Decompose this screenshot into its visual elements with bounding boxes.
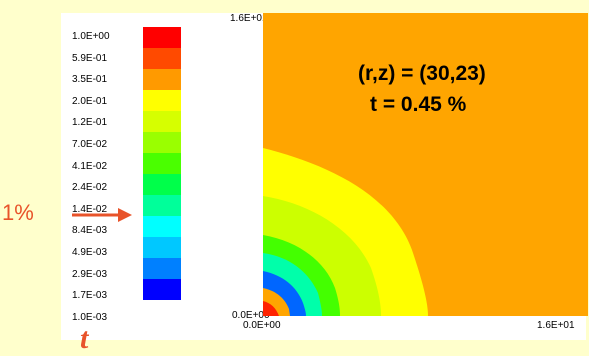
colorbar-tick-label: 7.0E-02 (72, 139, 108, 150)
colorbar-tick-label: 1.0E+00 (72, 31, 110, 42)
colorbar-swatch (143, 132, 181, 153)
colorbar-tick-label: 8.4E-03 (72, 225, 108, 237)
y-axis-bottom-tick: 0.0E+00 (232, 310, 270, 321)
colorbar-tick-label: 2.9E-03 (72, 268, 108, 280)
colorbar (143, 27, 181, 300)
colorbar-tick-label: 2.4E-02 (72, 182, 108, 194)
annotation-time: t = 0.45 % (370, 93, 467, 116)
colorbar-tick-label: 3.5E-01 (72, 74, 108, 86)
y-axis-top-tick: 1.6E+01 (230, 13, 268, 24)
colorbar-swatch (143, 279, 181, 300)
colorbar-swatch (143, 90, 181, 111)
colorbar-tick-label: 1.7E-03 (72, 290, 108, 302)
contour-plot (263, 13, 588, 316)
colorbar-swatch (143, 153, 181, 174)
variable-t-label: t (80, 322, 89, 355)
colorbar-tick-label: 2.0E-01 (72, 95, 108, 107)
colorbar-tick-label: 1.0E-03 (72, 311, 108, 323)
colorbar-swatch (143, 216, 181, 237)
colorbar-tick-label: 1.2E-01 (72, 117, 108, 129)
colorbar-swatch (143, 69, 181, 90)
x-axis-right-tick: 1.6E+01 (537, 320, 575, 331)
colorbar-tick-label: 1.4E-02 (72, 203, 108, 215)
colorbar-tick-label: 5.9E-01 (72, 52, 108, 64)
colorbar-tick-label: 4.9E-03 (72, 247, 108, 258)
contour-red (263, 301, 279, 316)
colorbar-swatch (143, 48, 181, 69)
colorbar-swatch (143, 237, 181, 258)
threshold-percent-label: 1% (2, 200, 34, 225)
x-axis-left-tick: 0.0E+00 (243, 320, 281, 331)
colorbar-swatch (143, 195, 181, 216)
colorbar-swatch (143, 111, 181, 132)
colorbar-swatch (143, 258, 181, 279)
colorbar-tick-label: 4.1E-02 (72, 160, 108, 172)
colorbar-swatch (143, 174, 181, 195)
annotation-coordinates: (r,z) = (30,23) (358, 62, 486, 85)
colorbar-swatch (143, 27, 181, 48)
arrow-right-icon (72, 208, 132, 222)
